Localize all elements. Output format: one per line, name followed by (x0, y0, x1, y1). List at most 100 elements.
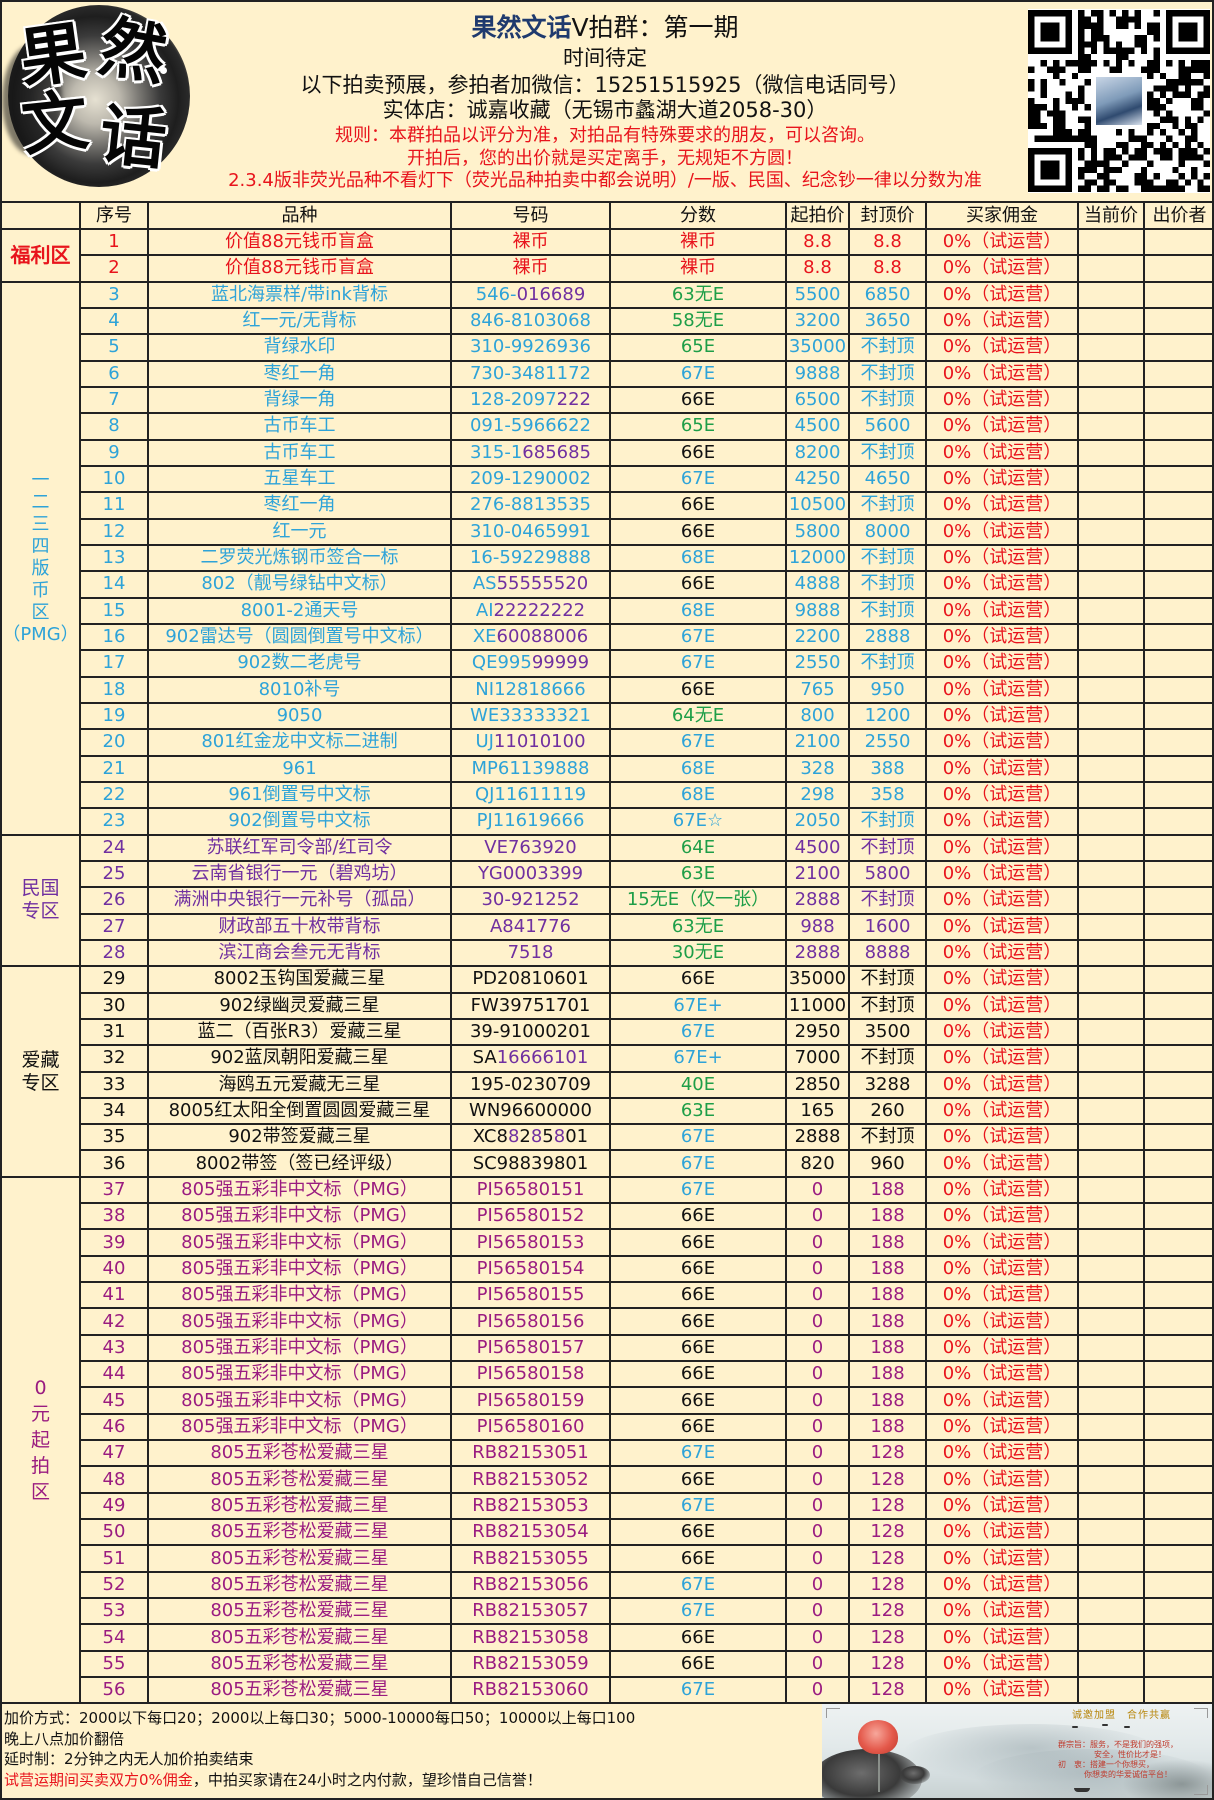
row-number-cell: 36 (79, 1149, 149, 1178)
grade-cell: 65E (609, 333, 787, 362)
table-row: 51 805五彩苍松爱藏三星 RB82153055 66E 0 128 0%（试运营） (1, 1544, 1214, 1573)
buyer-fee-cell: 0%（试运营） (925, 833, 1079, 862)
current-price-cell (1077, 780, 1145, 810)
cap-price-cell: 188 (848, 1228, 927, 1257)
row-number-cell: 16 (79, 622, 149, 652)
bidder-cell (1143, 491, 1214, 520)
bidder-cell (1143, 280, 1214, 309)
serial-number-cell: PI56580159 (450, 1386, 611, 1415)
bidder-cell (1143, 807, 1214, 836)
starting-price-cell: 2550 (785, 649, 850, 678)
serial-number-cell: RB82153052 (450, 1465, 611, 1494)
serial-number-cell: 310-0465991 (450, 517, 611, 546)
row-number-cell: 28 (79, 938, 149, 968)
bidder-cell (1143, 780, 1214, 810)
current-price-cell (1077, 1491, 1145, 1521)
column-header-number: 序号 (79, 201, 149, 230)
current-price-cell (1077, 965, 1145, 994)
current-price-cell (1077, 1202, 1145, 1231)
item-name-cell: 财政部五十枚带背标 (147, 912, 452, 941)
zone-label-line: 拍 (30, 1455, 50, 1478)
row-number-cell: 29 (79, 965, 149, 994)
table-row: 40 805强五彩非中文标（PMG） PI56580154 66E 0 188 0%（试运营… (1, 1254, 1214, 1284)
current-price-cell (1077, 280, 1145, 309)
buyer-fee-cell: 0%（试运营） (925, 1333, 1079, 1363)
bidder-cell (1143, 1439, 1214, 1468)
cap-price-cell: 128 (848, 1623, 927, 1652)
row-number-cell: 19 (79, 701, 149, 731)
grade-cell: 30无E (609, 938, 787, 968)
cap-price-cell: 358 (848, 780, 927, 810)
starting-price-cell: 3200 (785, 306, 850, 336)
buyer-fee-cell: 0%（试运营） (925, 1518, 1079, 1547)
serial-number-cell: PJ11619666 (450, 807, 611, 836)
bidder-cell (1143, 1333, 1214, 1363)
row-number-cell: 2 (79, 254, 149, 283)
row-number-cell: 25 (79, 859, 149, 889)
row-number-cell: 23 (79, 807, 149, 836)
boat-decoration (1074, 1788, 1090, 1792)
current-price-cell (1077, 1175, 1145, 1205)
row-number-cell: 34 (79, 1096, 149, 1126)
current-price-cell (1077, 728, 1145, 757)
item-name-cell: 805强五彩非中文标（PMG） (147, 1228, 452, 1257)
table-row: 38 805强五彩非中文标（PMG） PI56580152 66E 0 188 0%（试运营… (1, 1202, 1214, 1231)
item-name-cell: 805五彩苍松爱藏三星 (147, 1676, 452, 1705)
cap-price-cell: 8888 (848, 938, 927, 968)
bidder-cell (1143, 1360, 1214, 1389)
current-price-cell (1077, 938, 1145, 968)
grade-cell: 66E (609, 570, 787, 599)
bidder-cell (1143, 464, 1214, 494)
serial-number-cell: QE99599999 (450, 649, 611, 678)
buyer-fee-cell: 0%（试运营） (925, 596, 1079, 625)
item-name-cell: 902带签爱藏三星 (147, 1123, 452, 1152)
table-row: 48 805五彩苍松爱藏三星 RB82153052 66E 0 128 0%（试运营） (1, 1465, 1214, 1494)
current-price-cell (1077, 1360, 1145, 1389)
bidder-cell (1143, 1623, 1214, 1652)
starting-price-cell: 2850 (785, 1070, 850, 1099)
table-row: 19 9050 WE33333321 64无E 800 1200 0%（试运营） (1, 701, 1214, 731)
serial-number-cell: RB82153057 (450, 1597, 611, 1626)
zone-label-line: 版 (31, 558, 50, 580)
starting-price-cell: 0 (785, 1518, 850, 1547)
row-number-cell: 26 (79, 886, 149, 915)
cap-price-cell: 不封顶 (848, 807, 927, 836)
buyer-fee-cell: 0%（试运营） (925, 1623, 1079, 1652)
current-price-cell (1077, 1518, 1145, 1547)
current-price-cell (1077, 1228, 1145, 1257)
starting-price-cell: 800 (785, 701, 850, 731)
starting-price-cell: 165 (785, 1096, 850, 1126)
grade-cell: 68E (609, 543, 787, 573)
starting-price-cell: 298 (785, 780, 850, 810)
cap-price-cell: 不封顶 (848, 596, 927, 625)
grade-cell: 63无E (609, 280, 787, 309)
commission-notice-highlight: 试营运期间买卖双方0%佣金 (4, 1771, 193, 1789)
bidder-cell (1143, 596, 1214, 625)
item-name-cell: 9050 (147, 701, 452, 731)
serial-number-cell: RB82153060 (450, 1676, 611, 1705)
serial-segment: XC8 (472, 1126, 508, 1148)
column-header-buyer-fee: 买家佣金 (925, 201, 1079, 230)
buyer-fee-cell: 0%（试运营） (925, 254, 1079, 283)
serial-number-cell: 裸币 (450, 254, 611, 283)
serial-segment: UJ (475, 731, 494, 753)
starting-price-cell: 4500 (785, 412, 850, 441)
item-name-cell: 五星车工 (147, 464, 452, 494)
cap-price-cell: 6850 (848, 280, 927, 309)
cap-price-cell: 不封顶 (848, 385, 927, 415)
serial-lucky-digits: 8 (553, 1126, 566, 1148)
current-price-cell (1077, 1649, 1145, 1679)
item-name-cell: 961倒置号中文标 (147, 780, 452, 810)
cap-price-cell: 188 (848, 1281, 927, 1310)
grade-cell: 67E (609, 359, 787, 388)
starting-price-cell: 2888 (785, 886, 850, 915)
cap-price-cell: 128 (848, 1676, 927, 1705)
item-name-cell: 古币车工 (147, 412, 452, 441)
item-name-cell: 805强五彩非中文标（PMG） (147, 1281, 452, 1310)
grade-cell: 67E (609, 1570, 787, 1600)
serial-number-cell: VE763920 (450, 833, 611, 862)
bidder-cell (1143, 517, 1214, 546)
table-row: 9 古币车工 315-1685685 66E 8200 不封顶 0%（试运营） (1, 438, 1214, 467)
item-name-cell: 枣红一角 (147, 359, 452, 388)
item-name-cell: 805强五彩非中文标（PMG） (147, 1307, 452, 1336)
